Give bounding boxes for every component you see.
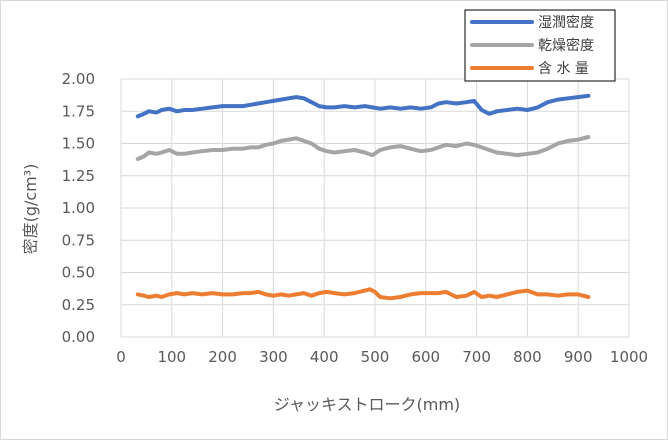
y-tick-label: 1.75 — [62, 102, 95, 120]
y-tick-label: 1.00 — [62, 199, 95, 217]
x-axis-title: ジャッキストローク(mm) — [274, 395, 460, 414]
x-tick-label: 100 — [157, 348, 186, 366]
y-axis-title: 密度(g/cm³) — [21, 164, 40, 255]
x-tick-label: 800 — [513, 348, 542, 366]
x-tick-label: 500 — [361, 348, 390, 366]
x-tick-label: 300 — [259, 348, 288, 366]
series-line-1 — [135, 93, 591, 119]
y-tick-label: 0.25 — [62, 296, 95, 314]
y-tick-label: 0.50 — [62, 264, 95, 282]
series-line-2 — [135, 135, 591, 161]
y-tick-labels: 0.00 0.25 0.50 0.75 1.00 1.25 1.50 1.75 2.00 — [62, 70, 95, 346]
y-tick-label: 0.75 — [62, 231, 95, 249]
y-tick-label: 2.00 — [62, 70, 95, 88]
x-tick-labels: 0 100 200 300 400 500 600 700 800 900 1000 — [116, 348, 648, 366]
series-line-3 — [135, 287, 591, 301]
x-tick-label: 400 — [310, 348, 339, 366]
x-tick-label: 1000 — [610, 348, 648, 366]
legend-label-1: 湿潤密度 — [538, 14, 594, 31]
legend-label-3: 含 水 量 — [538, 61, 589, 77]
y-tick-label: 1.25 — [62, 167, 95, 185]
series-lines — [135, 93, 591, 301]
x-tick-label: 700 — [462, 348, 491, 366]
legend-label-2: 乾燥密度 — [538, 37, 594, 54]
x-tick-label: 0 — [116, 348, 126, 366]
x-tick-label: 900 — [564, 348, 593, 366]
y-tick-label: 0.00 — [62, 328, 95, 346]
x-tick-label: 600 — [411, 348, 440, 366]
x-tick-label: 200 — [208, 348, 237, 366]
y-tick-label: 1.50 — [62, 135, 95, 153]
